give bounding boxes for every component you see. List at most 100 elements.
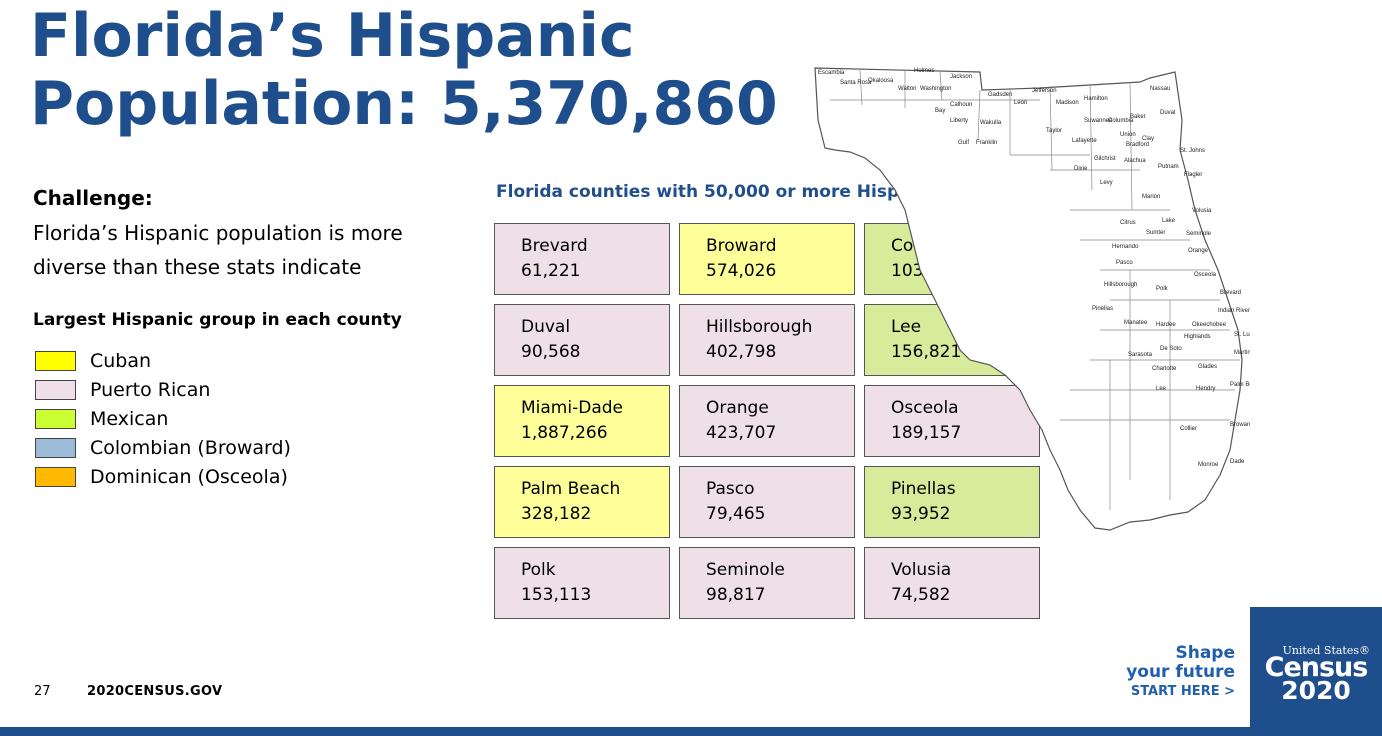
page-number: 27 — [34, 684, 51, 699]
census-2020-logo: United States® Census 2020 — [1250, 607, 1382, 727]
map-county-label: Bay — [935, 108, 945, 114]
legend-swatch — [35, 379, 76, 400]
map-county-label: Baker — [1130, 114, 1146, 120]
county-name: Brevard — [521, 236, 588, 256]
start-here-link[interactable]: START HERE > — [1130, 684, 1235, 699]
county-population: 574,026 — [706, 261, 777, 281]
map-county-label: Gulf — [958, 140, 969, 146]
map-county-label: Leon — [1014, 100, 1027, 106]
legend-label: Dominican (Osceola) — [90, 465, 288, 488]
map-county-label: Bradford — [1126, 142, 1149, 148]
map-county-label: Lafayette — [1072, 138, 1097, 144]
map-county-label: Hillsborough — [1104, 282, 1137, 288]
florida-outline — [814, 67, 1243, 531]
county-cell: Hillsborough 402,798 — [679, 304, 855, 376]
challenge-text: Florida’s Hispanic population is more di… — [33, 221, 403, 279]
county-population: 402,798 — [706, 342, 777, 362]
map-county-label: Franklin — [976, 140, 997, 146]
legend-item: Colombian (Broward) — [35, 433, 291, 462]
map-county-label: Calhoun — [950, 102, 972, 108]
site-link[interactable]: 2020CENSUS.GOV — [87, 684, 223, 699]
legend: Cuban Puerto Rican Mexican Colombian (Browa… — [35, 346, 291, 491]
county-population: 153,113 — [521, 585, 592, 605]
legend-label: Cuban — [90, 349, 152, 372]
map-county-label: Duval — [1160, 110, 1175, 116]
map-county-label: Sarasota — [1128, 352, 1153, 358]
county-name: Pinellas — [891, 479, 956, 499]
map-county-label: Highlands — [1184, 334, 1211, 340]
map-county-label: Okeechobee — [1192, 322, 1227, 328]
map-county-label: Levy — [1100, 180, 1113, 186]
county-cell: Miami-Dade 1,887,266 — [494, 385, 670, 457]
legend-swatch — [35, 350, 76, 371]
map-county-label: Monroe — [1198, 462, 1219, 468]
county-cell: Polk 153,113 — [494, 547, 670, 619]
legend-title: Largest Hispanic group in each county — [33, 310, 402, 330]
map-county-label: Gilchrist — [1094, 156, 1116, 162]
map-county-label: Gadsden — [988, 92, 1012, 98]
county-cell: Duval 90,568 — [494, 304, 670, 376]
map-county-label: Lake — [1162, 218, 1176, 224]
county-population: 423,707 — [706, 423, 777, 443]
map-county-label: Palm Beach — [1230, 382, 1250, 388]
map-county-label: De Soto — [1160, 346, 1182, 352]
logo-united-states: United States® — [1282, 644, 1370, 657]
county-name: Broward — [706, 236, 777, 256]
map-county-label: Holmes — [914, 68, 934, 74]
county-population: 156,821 — [891, 342, 962, 362]
county-name: Miami-Dade — [521, 398, 623, 418]
map-county-label: Seminole — [1186, 231, 1212, 237]
county-cell: Brevard 61,221 — [494, 223, 670, 295]
county-name: Orange — [706, 398, 769, 418]
county-cell: Seminole 98,817 — [679, 547, 855, 619]
title-line-2: Population: 5,370,860 — [30, 69, 778, 139]
map-county-label: Liberty — [950, 118, 968, 124]
map-county-label: Osceola — [1194, 272, 1217, 278]
challenge-heading: Challenge: — [33, 186, 153, 210]
map-county-label: Martin — [1234, 350, 1250, 356]
county-population: 189,157 — [891, 423, 962, 443]
map-county-label: Alachua — [1124, 158, 1146, 164]
county-name: Pasco — [706, 479, 755, 499]
map-county-label: Union — [1120, 132, 1136, 138]
map-county-label: Escambia — [818, 70, 845, 76]
county-name: Lee — [891, 317, 922, 337]
county-population: 98,817 — [706, 585, 766, 605]
map-county-label: Volusia — [1192, 208, 1212, 214]
map-county-label: Broward — [1230, 422, 1250, 428]
map-county-label: Nassau — [1150, 86, 1170, 92]
map-county-label: St. Lucie — [1234, 332, 1250, 338]
shape-your-future-tagline[interactable]: Shape your future START HERE > — [1100, 644, 1235, 701]
logo-year: 2020 — [1281, 676, 1351, 705]
county-name: Seminole — [706, 560, 785, 580]
map-county-label: Madison — [1056, 100, 1079, 106]
title-line-1: Florida’s Hispanic — [30, 1, 635, 71]
map-county-label: Dixie — [1074, 166, 1088, 172]
map-county-label: Wakulla — [980, 120, 1002, 126]
county-population: 74,582 — [891, 585, 951, 605]
county-name: Palm Beach — [521, 479, 621, 499]
map-county-label: Dade — [1230, 459, 1245, 465]
map-county-label: Indian River — [1218, 308, 1250, 314]
map-county-label: Glades — [1198, 364, 1217, 370]
legend-item: Puerto Rican — [35, 375, 291, 404]
county-population: 1,887,266 — [521, 423, 608, 443]
bottom-bar — [0, 727, 1382, 736]
map-county-label: Jefferson — [1032, 88, 1057, 94]
county-cell: Volusia 74,582 — [864, 547, 1040, 619]
county-name: Hillsborough — [706, 317, 813, 337]
map-county-label: Jackson — [950, 74, 972, 80]
county-cell: Pinellas 93,952 — [864, 466, 1040, 538]
map-county-label: Santa Rosa — [840, 80, 872, 86]
county-cell: Osceola 189,157 — [864, 385, 1040, 457]
map-county-label: Hardee — [1156, 322, 1176, 328]
county-name: Polk — [521, 560, 556, 580]
map-county-label: Putnam — [1158, 164, 1179, 170]
legend-item: Cuban — [35, 346, 291, 375]
map-county-label: Clay — [1142, 136, 1154, 142]
map-county-label: Hamilton — [1084, 96, 1108, 102]
map-county-label: Orange — [1188, 248, 1209, 254]
map-county-label: Collier — [1180, 426, 1197, 432]
page-title: Florida’s Hispanic Population: 5,370,860 — [30, 2, 778, 138]
map-county-label: St. Johns — [1180, 148, 1205, 154]
